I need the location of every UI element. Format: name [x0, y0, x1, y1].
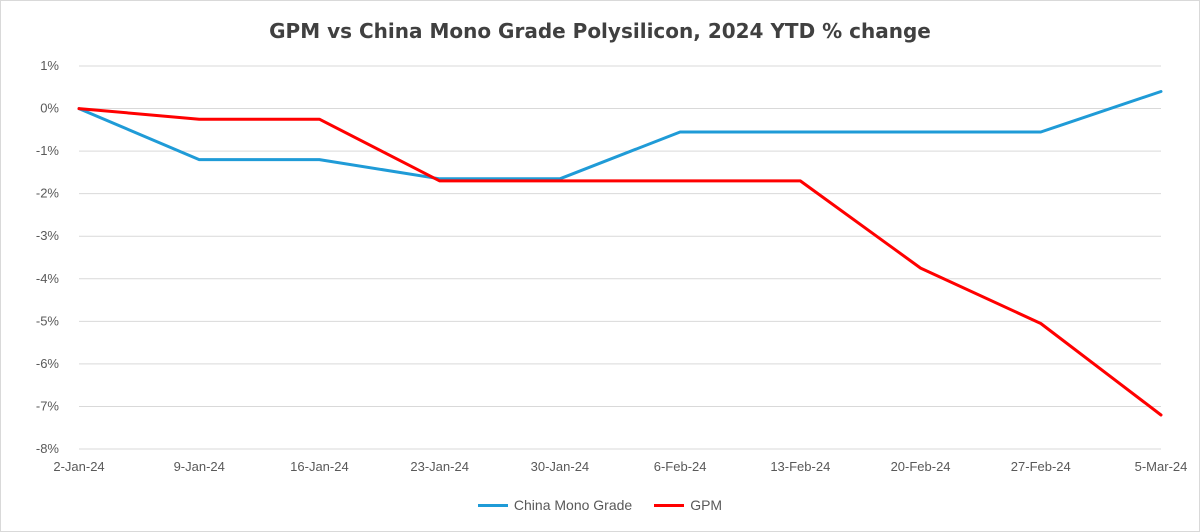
legend-item-gpm: GPM	[654, 497, 722, 513]
data-point-gpm	[799, 180, 801, 182]
data-point-china-mono-grade	[679, 131, 681, 133]
y-tick-label: 1%	[40, 58, 59, 73]
data-point-china-mono-grade	[1040, 131, 1042, 133]
x-tick-label: 9-Jan-24	[174, 459, 225, 474]
y-tick-label: -7%	[36, 398, 60, 413]
x-tick-label: 13-Feb-24	[770, 459, 830, 474]
legend-label-gpm: GPM	[690, 497, 723, 513]
chart-title: GPM vs China Mono Grade Polysilicon, 202…	[269, 19, 931, 43]
x-tick-label: 2-Jan-24	[53, 459, 104, 474]
y-tick-label: -3%	[36, 228, 60, 243]
data-point-gpm	[198, 118, 200, 120]
data-point-china-mono-grade	[439, 178, 441, 180]
data-point-gpm	[679, 180, 681, 182]
legend-swatch-china-mono-grade	[477, 503, 508, 507]
data-point-china-mono-grade	[318, 159, 320, 161]
data-point-gpm	[439, 180, 441, 182]
x-tick-label: 6-Feb-24	[654, 459, 707, 474]
x-tick-label: 5-Mar-24	[1135, 459, 1188, 474]
data-point-gpm	[1040, 322, 1042, 324]
data-point-china-mono-grade	[799, 131, 801, 133]
y-tick-label: 0%	[40, 101, 59, 116]
data-point-gpm	[1160, 414, 1162, 416]
data-point-china-mono-grade	[920, 131, 922, 133]
x-tick-label: 16-Jan-24	[290, 459, 349, 474]
legend-item-china-mono-grade: China Mono Grade	[477, 497, 633, 513]
y-tick-label: -5%	[36, 313, 60, 328]
data-point-china-mono-grade	[1160, 91, 1162, 93]
y-tick-label: -1%	[36, 143, 60, 158]
legend: China Mono Grade GPM	[1, 497, 1199, 513]
x-tick-label: 27-Feb-24	[1011, 459, 1071, 474]
data-point-gpm	[559, 180, 561, 182]
series-line-gpm	[77, 107, 1163, 417]
y-tick-label: -2%	[36, 186, 60, 201]
legend-label-china-mono-grade: China Mono Grade	[513, 497, 633, 513]
y-tick-label: -4%	[36, 271, 60, 286]
data-point-gpm	[920, 267, 922, 269]
data-point-china-mono-grade	[198, 159, 200, 161]
x-tick-label: 30-Jan-24	[531, 459, 590, 474]
line-chart: 1% 0% -1% -2% -3% -4% -5% -6% -7% -8% 2-Jan-24 9-Ja…	[36, 58, 1188, 474]
data-point-gpm	[318, 118, 320, 120]
x-tick-label: 20-Feb-24	[891, 459, 951, 474]
x-tick-label: 23-Jan-24	[410, 459, 469, 474]
y-tick-label: -6%	[36, 356, 60, 371]
data-point-gpm	[78, 108, 80, 110]
legend-swatch-gpm	[654, 503, 685, 507]
series-line-china-mono-grade	[77, 90, 1163, 181]
y-tick-label: -8%	[36, 441, 60, 456]
data-point-china-mono-grade	[559, 178, 561, 180]
